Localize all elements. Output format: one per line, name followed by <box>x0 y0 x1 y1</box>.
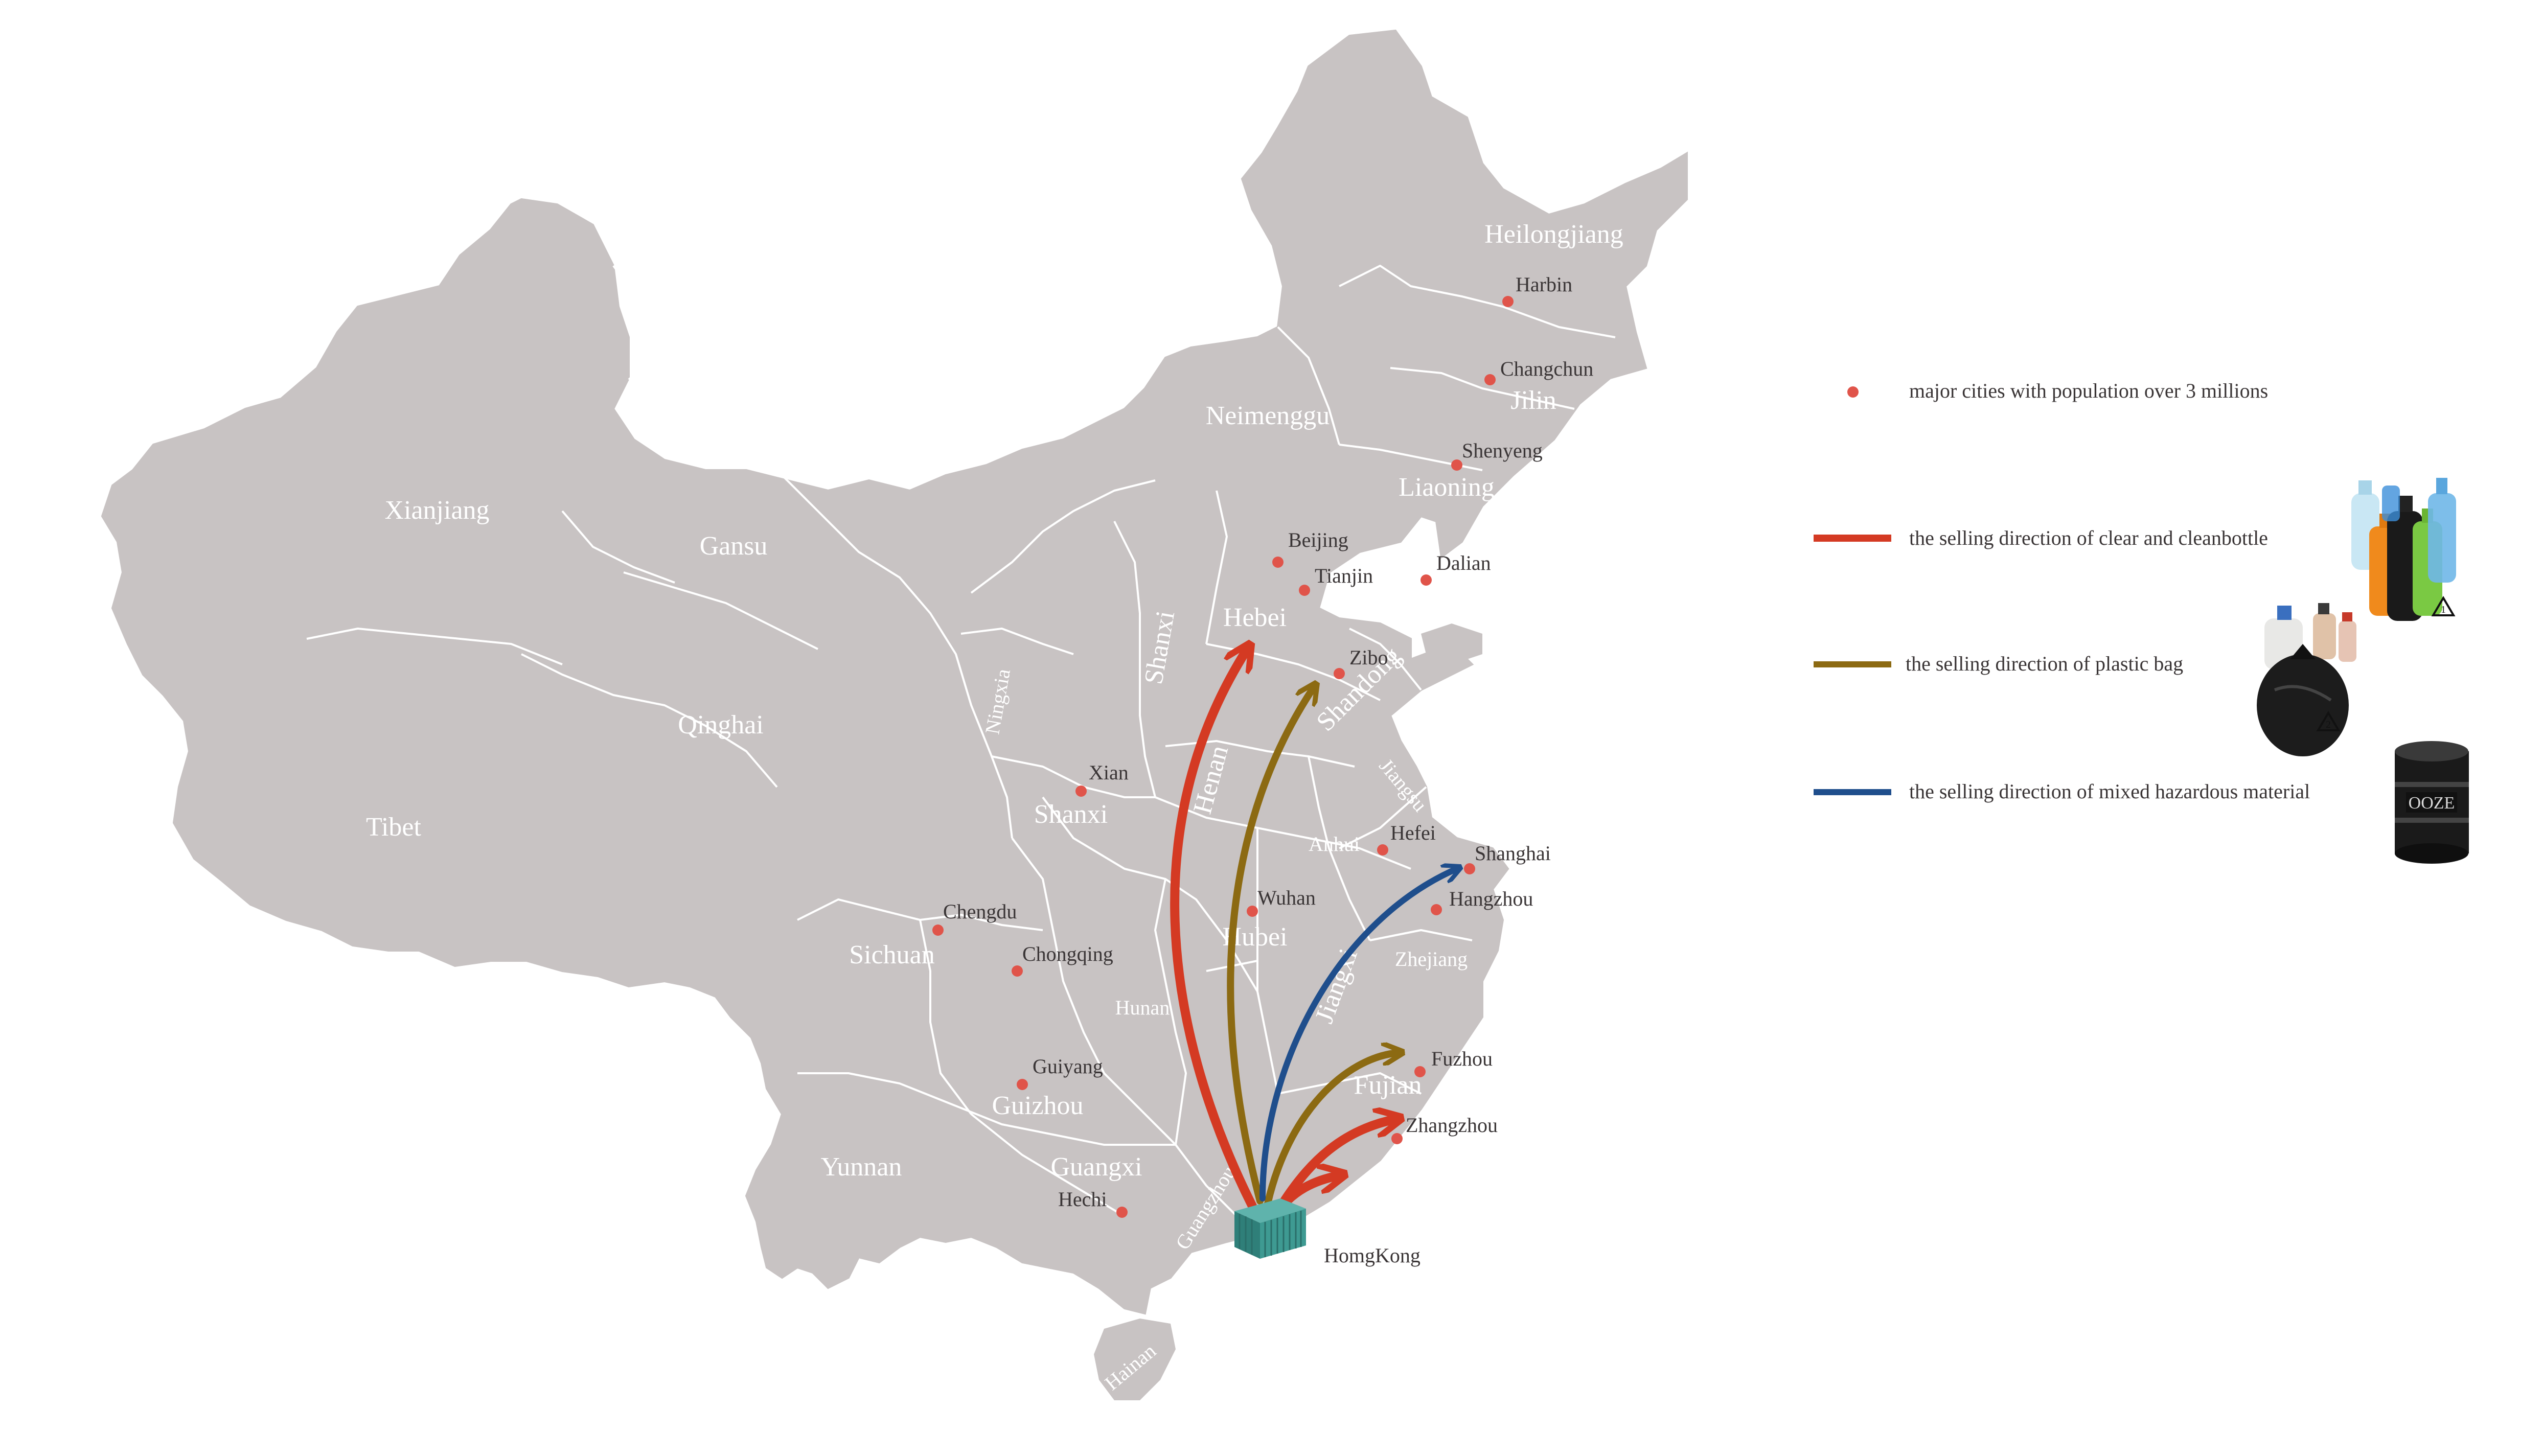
city-label-changchun: Changchun <box>1500 357 1593 380</box>
svg-text:1: 1 <box>2441 604 2446 615</box>
city-label-hechi: Hechi <box>1058 1188 1107 1211</box>
china-landmass <box>101 29 1688 1400</box>
city-dot-shanghai <box>1464 863 1475 874</box>
city-dot-changchun <box>1484 374 1496 385</box>
city-label-beijing: Beijing <box>1288 528 1348 551</box>
city-label-xian: Xian <box>1089 761 1129 784</box>
province-label-anhui: Anhui <box>1309 833 1360 856</box>
recycle-1-icon: 1 <box>2431 596 2456 616</box>
city-label-dalian: Dalian <box>1436 551 1491 574</box>
route-clear-bottle-hebei <box>1170 649 1257 1211</box>
province-label-liaoning: Liaoning <box>1399 473 1495 502</box>
province-label-guangxi: Guangxi <box>1050 1152 1142 1182</box>
barrel-label: OOZE <box>2409 794 2455 813</box>
province-label-gansu: Gansu <box>700 531 768 561</box>
city-dot-hechi <box>1116 1207 1128 1218</box>
city-label-shenyeng: Shenyeng <box>1462 439 1543 462</box>
shandong-peninsula <box>1421 623 1482 664</box>
province-label-xianjiang: Xianjiang <box>384 496 489 525</box>
legend-hazardous-label: the selling direction of mixed hazardous… <box>1909 780 2310 803</box>
city-label-guiyang: Guiyang <box>1033 1055 1103 1078</box>
svg-text:2: 2 <box>2326 719 2331 730</box>
city-label-tianjin: Tianjin <box>1315 564 1373 587</box>
province-label-qinghai: Qinghai <box>678 710 764 739</box>
legend-city-dot <box>1847 386 1859 398</box>
province-label-fujian: Fujian <box>1354 1071 1422 1100</box>
city-markers: Harbin Changchun Shenyeng Beijing Tianji… <box>932 273 1593 1267</box>
province-label-heilongjiang: Heilongjiang <box>1484 220 1623 249</box>
city-label-shanghai: Shanghai <box>1475 842 1551 865</box>
city-label-chongqing: Chongqing <box>1022 942 1113 965</box>
province-label-zhejiang: Zhejiang <box>1395 947 1468 970</box>
legend: major cities with population over 3 mill… <box>1814 379 2469 864</box>
city-label-fuzhou: Fuzhou <box>1431 1047 1493 1070</box>
city-label-hefei: Hefei <box>1390 821 1436 844</box>
city-label-zhangzhou: Zhangzhou <box>1406 1114 1498 1137</box>
province-borders <box>306 265 1616 1217</box>
city-dot-chengdu <box>932 925 944 936</box>
province-label-jilin: Jilin <box>1510 386 1556 415</box>
city-dot-harbin <box>1502 296 1514 307</box>
shipping-container-icon <box>1234 1198 1306 1259</box>
city-dot-xian <box>1075 785 1087 797</box>
city-dot-shenyeng <box>1451 459 1462 471</box>
route-plastic-bag-fujian <box>1264 1053 1398 1207</box>
city-label-harbin: Harbin <box>1516 273 1572 296</box>
city-dot-chongqing <box>1012 965 1023 977</box>
city-dot-zhangzhou <box>1391 1133 1403 1144</box>
city-dot-tianjin <box>1299 585 1310 596</box>
plastic-bottles-icon <box>2351 478 2456 621</box>
city-dot-guiyang <box>1017 1079 1028 1090</box>
province-label-neimenggu: Neimenggu <box>1206 401 1330 430</box>
province-label-shanxi-south: Shanxi <box>1034 800 1108 829</box>
city-dot-beijing <box>1272 557 1284 568</box>
legend-plastic-bag-label: the selling direction of plastic bag <box>1906 652 2183 675</box>
garbage-bag-icon <box>2257 603 2356 756</box>
city-dot-fuzhou <box>1414 1066 1426 1077</box>
city-dot-wuhan <box>1247 906 1258 917</box>
city-label-wuhan: Wuhan <box>1257 886 1316 909</box>
route-hazardous-shanghai <box>1259 869 1457 1201</box>
legend-clear-bottle-label: the selling direction of clear and clean… <box>1909 526 2268 549</box>
oil-barrel-icon: OOZE <box>2395 741 2469 864</box>
province-label-yunnan: Yunnan <box>821 1152 902 1182</box>
city-label-chengdu: Chengdu <box>943 900 1017 923</box>
city-label-zibo: Zibo <box>1349 646 1388 669</box>
recycle-2-icon: 2 <box>2316 711 2341 731</box>
province-label-tibet: Tibet <box>366 813 421 842</box>
city-dot-hefei <box>1377 844 1388 856</box>
city-dot-zibo <box>1334 668 1345 679</box>
city-label-hangzhou: Hangzhou <box>1449 887 1533 910</box>
province-label-hunan: Hunan <box>1115 996 1170 1019</box>
route-arrows <box>1170 649 1457 1216</box>
province-label-sichuan: Sichuan <box>849 940 935 969</box>
city-label-homgkong: HomgKong <box>1324 1244 1421 1267</box>
city-dot-dalian <box>1421 574 1432 586</box>
province-label-hebei: Hebei <box>1223 603 1287 632</box>
hainan-island <box>1094 1319 1176 1400</box>
legend-cities-label: major cities with population over 3 mill… <box>1909 379 2268 402</box>
province-label-guizhou: Guizhou <box>992 1091 1083 1120</box>
mainland-shape <box>101 29 1688 1315</box>
route-plastic-bag-zibo <box>1227 687 1314 1205</box>
city-dot-hangzhou <box>1431 904 1442 915</box>
